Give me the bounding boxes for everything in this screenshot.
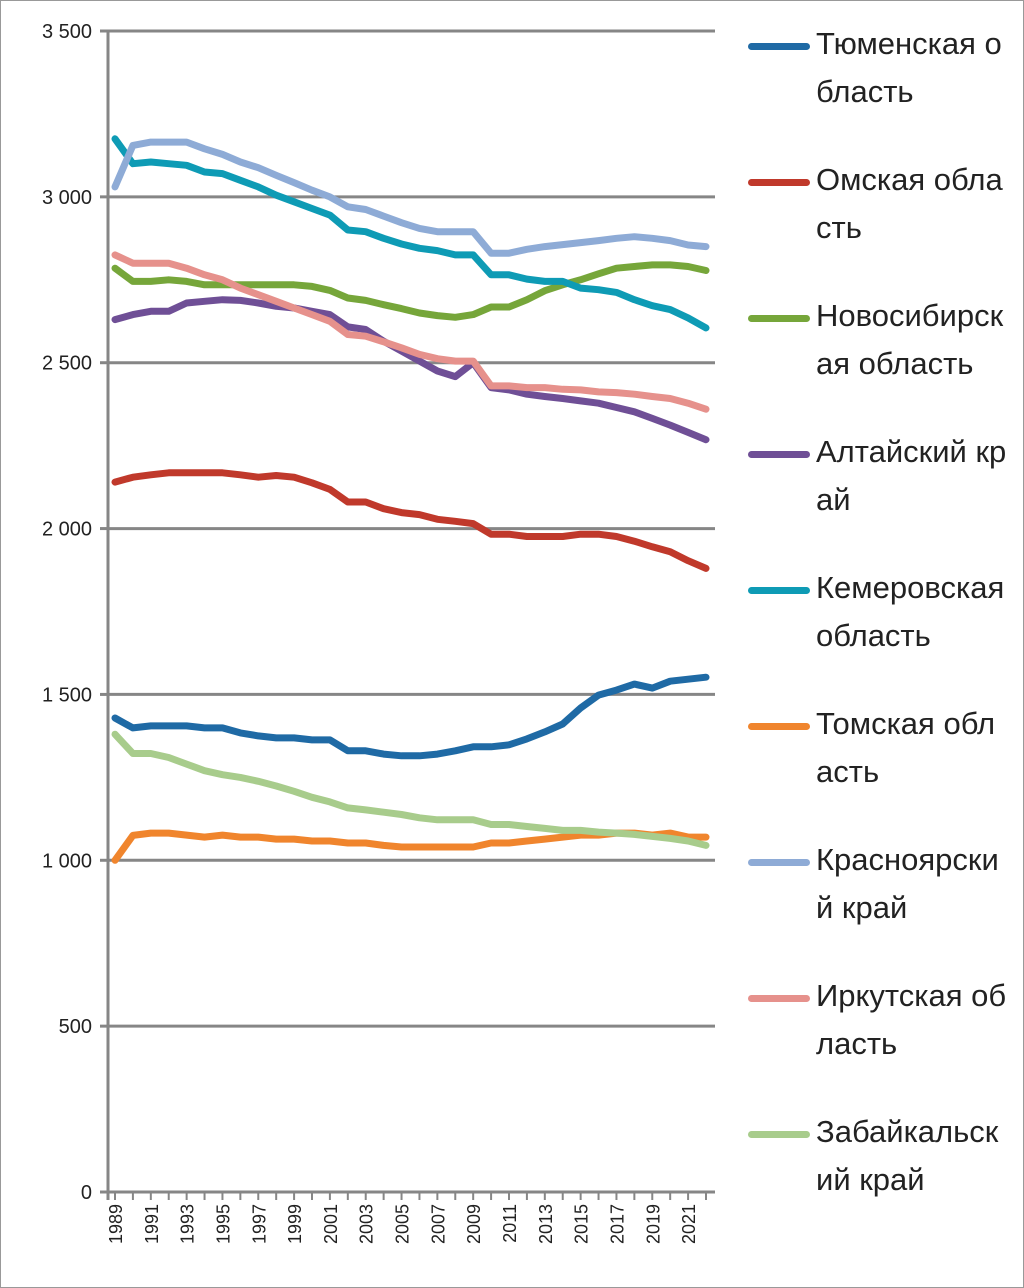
- series-line-2: [111, 469, 710, 572]
- x-tick-label: 2013: [536, 1204, 556, 1244]
- x-tick-label: 2007: [428, 1204, 448, 1244]
- x-tick-label: 1999: [285, 1204, 305, 1244]
- legend-label: Томская область: [816, 706, 996, 789]
- legend-swatch: [748, 723, 810, 730]
- x-tick-label: 2021: [679, 1204, 699, 1244]
- legend-label: Красноярский край: [816, 842, 999, 925]
- legend-label: Забайкальский край: [816, 1114, 999, 1197]
- y-tick-label: 2 500: [42, 353, 92, 375]
- y-tick-label: 0: [81, 1182, 92, 1204]
- x-tick-label: 1989: [106, 1204, 126, 1244]
- legend-item: Омская область: [748, 156, 1018, 292]
- x-tick-label: 2005: [393, 1204, 413, 1244]
- x-tick-label: 2011: [500, 1204, 520, 1243]
- legend-swatch: [748, 587, 810, 594]
- legend-label: Новосибирская область: [816, 298, 1004, 381]
- legend-swatch: [748, 995, 810, 1002]
- legend-swatch: [748, 1131, 810, 1138]
- series-line-3: [111, 261, 710, 321]
- y-tick-label: 500: [59, 1016, 92, 1038]
- series-line-7: [111, 138, 710, 257]
- legend-label: Алтайский край: [816, 434, 1007, 517]
- x-tick-label: 1993: [178, 1204, 198, 1244]
- x-tick-label: 2017: [607, 1204, 627, 1244]
- legend-item: Красноярский край: [748, 836, 1018, 972]
- legend-swatch: [748, 43, 810, 50]
- y-tick-label: 1 500: [42, 684, 92, 706]
- legend-item: Томская область: [748, 700, 1018, 836]
- series-line-6: [111, 829, 710, 864]
- series-line-8: [111, 251, 710, 413]
- x-tick-label: 2009: [464, 1204, 484, 1244]
- x-tick-label: 2019: [643, 1204, 663, 1244]
- series-line-5: [111, 135, 710, 332]
- series-line-4: [111, 296, 710, 444]
- series-line-1: [111, 673, 710, 760]
- x-tick-label: 2001: [321, 1204, 341, 1244]
- legend-label: Кемеровская область: [816, 570, 1005, 653]
- x-tick-label: 1991: [142, 1204, 162, 1244]
- y-tick-label: 1 000: [42, 850, 92, 872]
- legend-item: Новосибирская область: [748, 292, 1018, 428]
- legend-label: Тюменская область: [816, 26, 1002, 109]
- legend-item: Кемеровская область: [748, 564, 1018, 700]
- y-tick-label: 3 500: [42, 21, 92, 43]
- series-line-9: [111, 730, 710, 849]
- legend-swatch: [748, 315, 810, 322]
- x-tick-label: 1997: [249, 1204, 269, 1244]
- legend-swatch: [748, 859, 810, 866]
- legend-label: Омская область: [816, 162, 1003, 245]
- legend-item: Алтайский край: [748, 428, 1018, 564]
- legend-label: Иркутская область: [816, 978, 1007, 1061]
- y-tick-label: 3 000: [42, 187, 92, 209]
- x-tick-label: 2003: [357, 1204, 377, 1244]
- x-tick-label: 2015: [572, 1204, 592, 1244]
- legend-item: Иркутская область: [748, 972, 1018, 1108]
- legend-swatch: [748, 179, 810, 186]
- legend-swatch: [748, 451, 810, 458]
- legend-item: Забайкальский край: [748, 1108, 1018, 1244]
- y-tick-label: 2 000: [42, 519, 92, 541]
- x-tick-label: 1995: [213, 1204, 233, 1244]
- legend-item: Тюменская область: [748, 20, 1018, 156]
